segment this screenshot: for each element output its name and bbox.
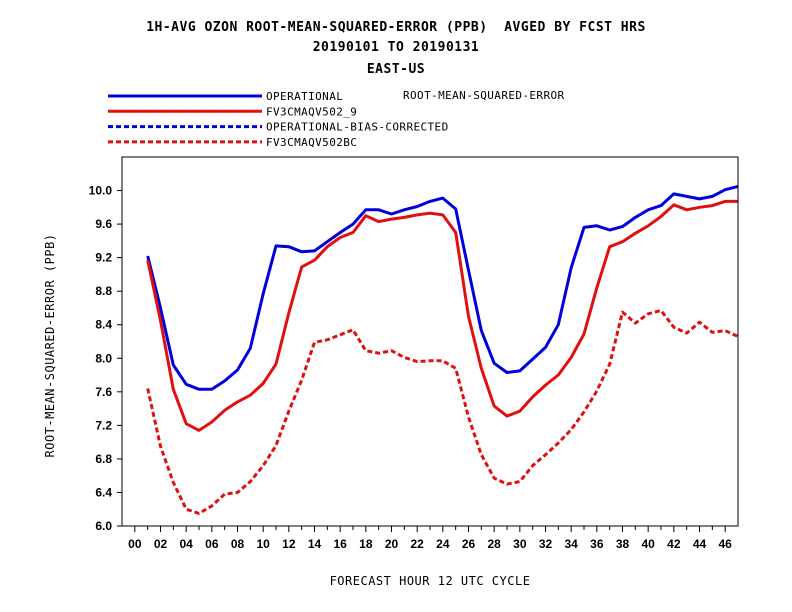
y-tick-label: 9.2 [95, 251, 112, 265]
plot-frame [121, 156, 739, 527]
y-tick-label: 6.8 [95, 452, 112, 466]
x-tick-label: 36 [590, 537, 604, 551]
legend-label: OPERATIONAL-BIAS-CORRECTED [266, 121, 449, 134]
legend-label: FV3CMAQV502_9 [266, 105, 357, 118]
y-tick-label: 8.8 [95, 284, 112, 298]
legend-label: OPERATIONAL [266, 90, 343, 103]
x-tick-label: 18 [359, 537, 373, 551]
x-axis-title: FORECAST HOUR 12 UTC CYCLE [330, 574, 531, 588]
x-tick-label: 42 [667, 537, 681, 551]
x-tick-label: 02 [154, 537, 168, 551]
y-tick-label: 8.0 [95, 351, 112, 365]
x-tick-label: 14 [308, 537, 322, 551]
x-tick-label: 08 [231, 537, 245, 551]
legend-label: FV3CMAQV502BC [266, 136, 357, 149]
legend-metric-label: ROOT-MEAN-SQUARED-ERROR [403, 89, 565, 102]
y-tick-label: 7.6 [95, 385, 112, 399]
x-tick-label: 10 [256, 537, 270, 551]
y-tick-label: 6.0 [95, 519, 112, 533]
x-axis-ticks: 00 02 04 06 08 10 12 14 16 18 20 22 24 26 28 30 32 34 36 38… [128, 526, 732, 551]
y-tick-label: 9.6 [95, 217, 112, 231]
x-tick-label: 24 [436, 537, 450, 551]
series-line-2 [146, 199, 738, 432]
series-line-4 [146, 309, 739, 515]
y-tick-label: 8.4 [95, 318, 112, 332]
x-tick-label: 16 [333, 537, 347, 551]
x-tick-label: 30 [513, 537, 527, 551]
series-line-1 [146, 184, 739, 391]
x-tick-label: 44 [693, 537, 707, 551]
x-tick-label: 38 [616, 537, 630, 551]
series-lines [146, 184, 739, 515]
x-tick-label: 12 [282, 537, 296, 551]
x-tick-label: 46 [718, 537, 732, 551]
x-tick-label: 00 [128, 537, 142, 551]
x-tick-label: 32 [539, 537, 553, 551]
chart-region: EAST-US [366, 62, 426, 77]
x-tick-label: 40 [641, 537, 655, 551]
chart-title: 1H-AVG OZON ROOT-MEAN-SQUARED-ERROR (PPB… [146, 20, 646, 35]
x-tick-label: 28 [487, 537, 501, 551]
y-tick-label: 10.0 [89, 184, 113, 198]
x-tick-label: 06 [205, 537, 219, 551]
legend: OPERATIONAL FV3CMAQV502_9 OPERATIONAL-BIAS… [108, 90, 449, 149]
y-tick-label: 7.2 [95, 418, 112, 432]
y-axis-title: ROOT-MEAN-SQUARED-ERROR (PPB) [43, 233, 57, 457]
x-tick-label: 04 [179, 537, 193, 551]
chart-date-range: 20190101 TO 20190131 [312, 40, 480, 55]
y-axis-ticks: 6.0 6.4 6.8 7.2 7.6 8.0 8.4 8.8 9.2 9.6 10.0 [89, 184, 122, 533]
x-tick-label: 22 [410, 537, 424, 551]
x-tick-label: 26 [462, 537, 476, 551]
x-tick-label: 34 [564, 537, 578, 551]
x-tick-label: 20 [385, 537, 399, 551]
y-tick-label: 6.4 [95, 485, 112, 499]
